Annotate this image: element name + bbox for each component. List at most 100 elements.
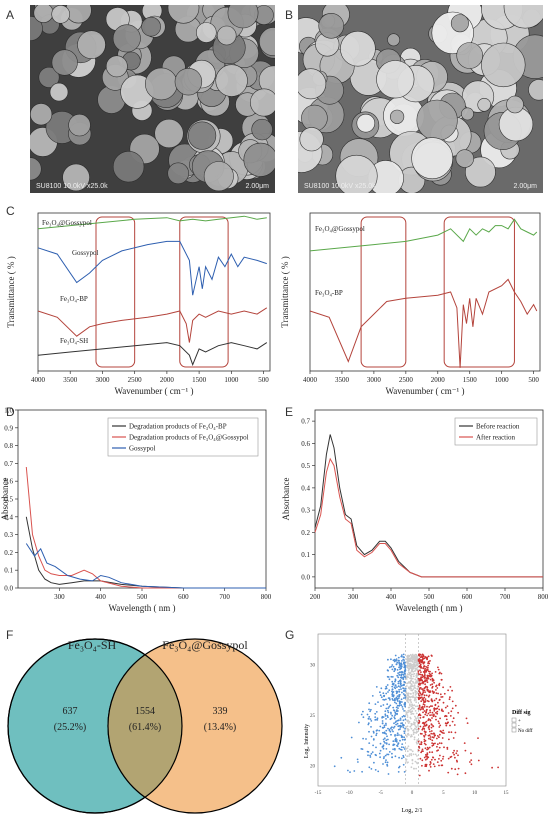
volcano-point <box>389 730 392 733</box>
volcano-point <box>413 731 416 734</box>
volcano-point <box>401 691 403 694</box>
volcano-point <box>403 661 405 663</box>
volcano-point <box>428 728 431 731</box>
volcano-point <box>387 669 389 672</box>
volcano-point <box>375 732 378 735</box>
y-tick-label: 0.2 <box>4 549 13 557</box>
volcano-point <box>402 653 405 656</box>
legend-swatch-ns <box>511 727 517 733</box>
volcano-point <box>395 702 398 705</box>
volcano-point <box>399 739 401 742</box>
volcano-point <box>410 696 413 698</box>
volcano-point <box>415 680 418 682</box>
volcano-point <box>429 678 432 681</box>
volcano-point <box>396 690 399 693</box>
volcano-point <box>400 665 403 668</box>
volcano-point <box>400 688 402 690</box>
volcano-point <box>385 724 387 726</box>
volcano-point <box>438 726 441 728</box>
volcano-point <box>392 699 394 701</box>
volcano-point <box>412 692 415 694</box>
volcano-point <box>422 655 425 658</box>
y-tick-label: 0.1 <box>301 551 310 559</box>
sem-spheres-b <box>298 5 543 193</box>
volcano-point <box>407 660 409 663</box>
highlight-box <box>95 216 136 368</box>
volcano-point <box>421 728 424 731</box>
volcano-point <box>440 759 443 762</box>
volcano-point <box>391 752 393 755</box>
volcano-point <box>427 719 430 722</box>
volcano-point <box>396 709 398 711</box>
legend-box <box>107 417 259 457</box>
volcano-point <box>407 732 410 735</box>
volcano-point <box>434 704 437 707</box>
volcano-point <box>439 754 441 757</box>
volcano-point <box>410 693 412 695</box>
volcano-point <box>417 715 419 718</box>
sem-particle <box>145 67 178 101</box>
volcano-point <box>409 748 411 751</box>
volcano-point <box>373 761 375 764</box>
volcano-point <box>411 685 414 687</box>
volcano-point <box>390 675 393 678</box>
volcano-point <box>408 681 410 683</box>
volcano-point <box>394 748 396 751</box>
volcano-point <box>413 767 415 770</box>
volcano-point <box>422 716 425 719</box>
volcano-point <box>370 708 372 711</box>
volcano-point <box>424 691 426 693</box>
volcano-point <box>401 715 404 718</box>
volcano-point <box>403 694 406 697</box>
volcano-point <box>432 756 435 759</box>
volcano-point <box>424 713 427 716</box>
volcano-point <box>389 698 391 701</box>
x-tick-label: 3000 <box>367 376 382 384</box>
x-tick-label: 2000 <box>160 376 175 384</box>
volcano-point <box>438 698 441 701</box>
volcano-point <box>431 672 433 675</box>
sem-particle <box>481 42 526 88</box>
volcano-point <box>412 680 414 683</box>
volcano-point <box>385 692 388 695</box>
volcano-point <box>400 671 403 673</box>
volcano-point <box>436 687 439 689</box>
volcano-point <box>422 667 425 670</box>
volcano-point <box>381 722 384 725</box>
volcano-point <box>372 738 375 740</box>
volcano-point <box>447 757 450 760</box>
volcano-point <box>429 660 431 662</box>
volcano-point <box>437 705 440 708</box>
volcano-point <box>423 742 426 745</box>
volcano-point <box>413 704 416 707</box>
volcano-point <box>387 658 389 661</box>
x-tick-label: 600 <box>462 593 473 601</box>
volcano-point <box>398 766 400 769</box>
volcano-point <box>388 697 391 700</box>
volcano-point <box>417 725 419 727</box>
volcano-point <box>411 704 414 706</box>
volcano-point <box>456 750 458 752</box>
legend-label-0: Before reaction <box>476 423 520 431</box>
x-tick-label: 300 <box>348 593 359 601</box>
x-tick-label: 500 <box>137 593 148 601</box>
volcano-point <box>413 698 416 701</box>
volcano-point <box>412 729 414 732</box>
volcano-point <box>409 682 412 684</box>
volcano-point <box>416 673 418 676</box>
volcano-point <box>387 676 390 678</box>
volcano-point <box>422 711 424 714</box>
volcano-point <box>442 710 444 713</box>
volcano-point <box>426 668 429 671</box>
volcano-point <box>422 708 424 711</box>
volcano-point <box>391 685 394 688</box>
volcano-point <box>438 742 441 744</box>
volcano-point <box>414 728 416 730</box>
volcano-point <box>412 688 415 690</box>
volcano-point <box>399 668 401 671</box>
volcano-point <box>396 686 398 688</box>
volcano-point <box>423 694 426 697</box>
volcano-point <box>413 658 415 661</box>
volcano-point <box>401 722 404 724</box>
volcano-point <box>403 736 406 739</box>
